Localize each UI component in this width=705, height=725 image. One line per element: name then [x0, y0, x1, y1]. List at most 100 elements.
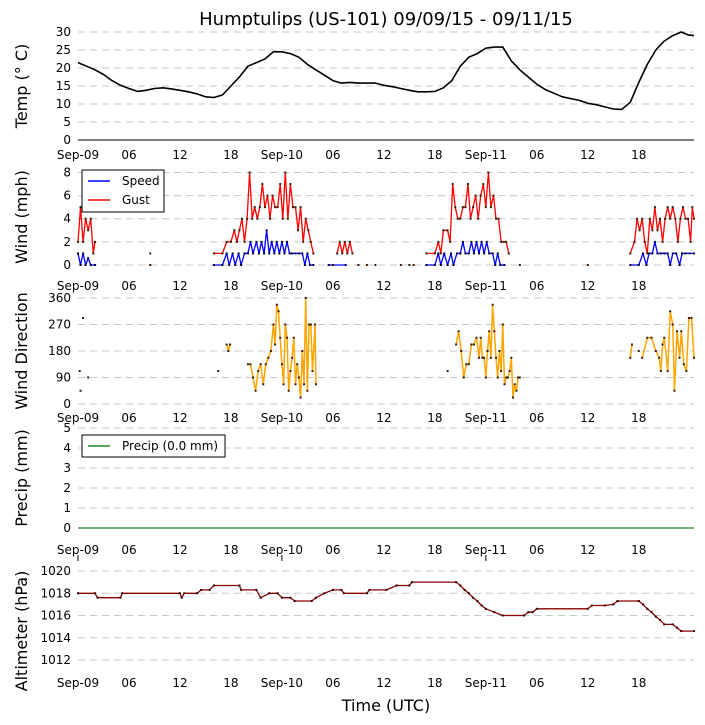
data-point — [149, 264, 152, 266]
data-point — [374, 264, 377, 266]
data-point — [687, 317, 690, 320]
data-point — [77, 252, 79, 255]
data-point — [478, 252, 481, 255]
data-point — [262, 383, 265, 386]
data-point — [276, 592, 279, 595]
x-tick-label: 06 — [529, 543, 544, 557]
data-point — [297, 376, 300, 379]
data-point — [676, 626, 679, 629]
legend-label: Speed — [122, 174, 160, 188]
data-point — [689, 240, 692, 243]
data-point — [446, 370, 449, 373]
data-point — [93, 240, 96, 243]
data-point — [149, 252, 152, 255]
data-point — [255, 240, 258, 243]
data-point — [475, 336, 478, 339]
data-point — [280, 363, 283, 366]
y-tick-label: 270 — [48, 318, 71, 332]
data-point — [291, 252, 294, 255]
y-tick-label: 15 — [56, 79, 71, 93]
data-point — [439, 252, 442, 255]
data-point — [437, 252, 440, 255]
data-point — [491, 252, 494, 255]
data-point — [342, 592, 345, 595]
x-tick-label: 18 — [427, 148, 442, 162]
data-point — [331, 588, 334, 591]
y-axis-label-precip: Precip (mm) — [12, 429, 31, 527]
series-line-gust — [629, 206, 695, 255]
data-point — [233, 229, 236, 232]
data-point — [515, 389, 518, 392]
data-point — [474, 194, 477, 197]
data-point — [256, 217, 259, 220]
data-point — [346, 252, 349, 255]
data-point — [289, 183, 292, 186]
data-point — [460, 350, 463, 352]
series-line-speed — [630, 241, 694, 266]
data-point — [678, 264, 681, 266]
data-point — [488, 252, 491, 255]
y-tick-label: 0 — [63, 521, 71, 535]
data-point — [469, 217, 472, 220]
data-point — [681, 252, 684, 255]
data-point — [647, 252, 650, 255]
x-tick-label: 06 — [325, 411, 340, 425]
data-point — [249, 240, 252, 243]
data-point — [279, 183, 282, 186]
data-point — [642, 252, 645, 255]
x-tick-label: 12 — [580, 676, 595, 690]
x-tick-label: 06 — [121, 148, 136, 162]
data-point — [506, 376, 509, 379]
data-point — [663, 252, 666, 255]
data-point — [306, 252, 309, 255]
data-point — [693, 217, 695, 220]
data-point — [331, 264, 334, 266]
data-point — [425, 264, 428, 266]
data-point — [265, 229, 268, 232]
data-point — [642, 603, 645, 606]
data-point — [493, 330, 496, 333]
data-point — [288, 252, 291, 255]
data-point — [306, 389, 309, 392]
x-tick-label: 18 — [631, 676, 646, 690]
data-point — [302, 240, 305, 243]
data-point — [344, 264, 347, 266]
data-point — [479, 336, 482, 339]
data-point — [505, 240, 508, 243]
x-tick-label: Sep-11 — [465, 279, 507, 293]
data-point — [675, 252, 678, 255]
data-point — [208, 588, 211, 591]
data-point — [225, 240, 228, 243]
data-point — [690, 317, 693, 320]
y-tick-label: 1016 — [40, 609, 71, 623]
data-point — [307, 229, 310, 232]
data-point — [248, 171, 251, 174]
data-point — [217, 370, 220, 373]
data-point — [259, 363, 262, 366]
x-tick-label: Sep-10 — [261, 676, 303, 690]
data-point — [314, 596, 317, 599]
data-point — [659, 370, 662, 373]
data-point — [365, 264, 368, 266]
data-point — [648, 217, 651, 220]
y-tick-label: 3 — [63, 461, 71, 475]
data-point — [650, 611, 653, 614]
y-tick-label: 6 — [63, 189, 71, 203]
legend-label: Gust — [122, 193, 150, 207]
data-point — [225, 343, 228, 346]
data-point — [517, 376, 520, 379]
x-tick-label: 18 — [631, 411, 646, 425]
x-tick-label: 06 — [529, 148, 544, 162]
data-point — [470, 240, 473, 243]
data-point — [658, 356, 661, 359]
data-point — [687, 217, 690, 220]
data-point — [484, 206, 487, 209]
data-point — [291, 206, 294, 209]
data-point — [688, 252, 691, 255]
data-point — [357, 264, 360, 266]
series-line-gust — [213, 171, 315, 255]
data-point — [486, 350, 489, 352]
x-tick-label: 12 — [580, 543, 595, 557]
